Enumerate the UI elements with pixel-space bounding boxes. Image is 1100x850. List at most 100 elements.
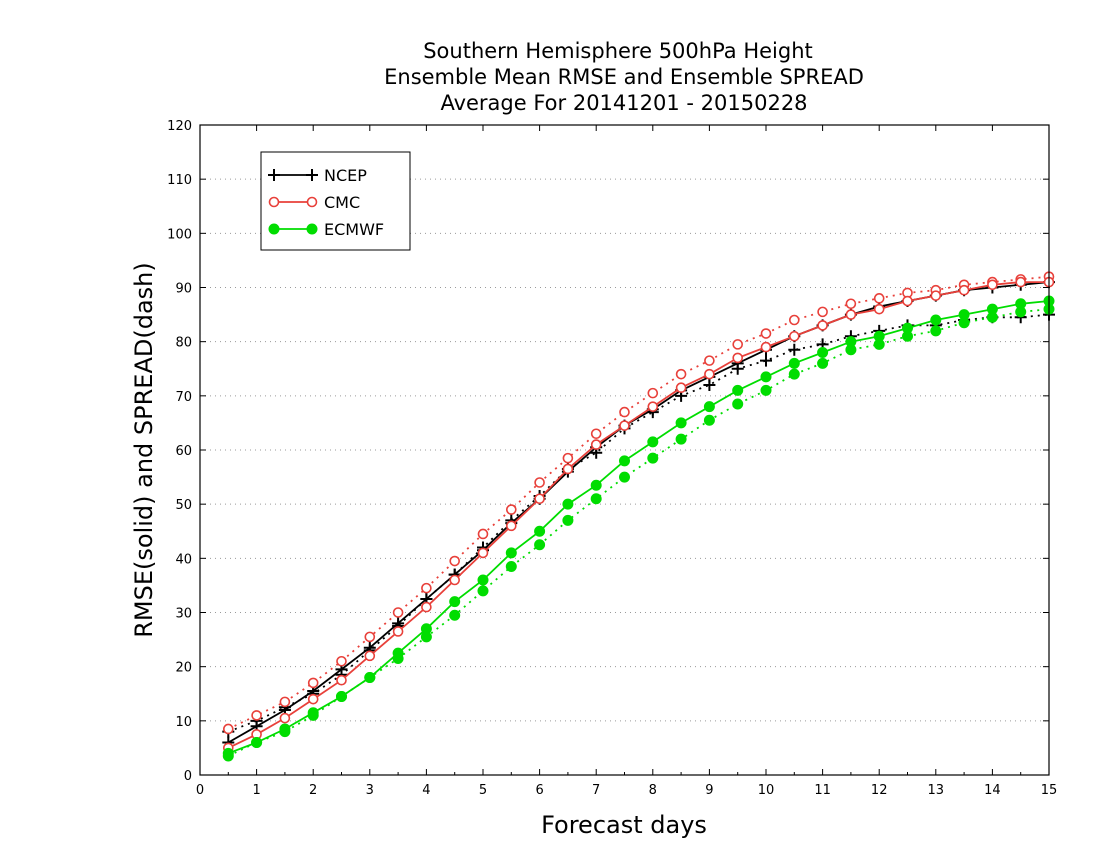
- y-tick-label: 110: [167, 173, 192, 188]
- cmc-spread-point: [336, 655, 347, 667]
- cmc-spread-point: [704, 355, 715, 366]
- cmc-spread-point: [279, 696, 291, 708]
- cmc-rmse-point: [364, 650, 376, 662]
- cmc-rmse-point: [930, 290, 942, 301]
- cmc-rmse-point: [902, 295, 913, 307]
- cmc-spread-point: [845, 298, 857, 310]
- cmc-spread-point: [307, 677, 319, 689]
- x-tick-label: 3: [366, 783, 374, 798]
- ecmwf-rmse-point: [902, 322, 913, 334]
- ecmwf-rmse-point: [420, 623, 432, 635]
- cmc-rmse-point: [279, 712, 291, 724]
- ncep-rmse-line: [227, 281, 1050, 744]
- ecmwf-rmse-point: [392, 647, 404, 659]
- ecmwf-rmse-point: [477, 574, 489, 586]
- cmc-rmse-point: [562, 463, 574, 475]
- cmc-rmse-point: [336, 674, 347, 686]
- y-tick-label: 50: [175, 498, 192, 513]
- ecmwf-rmse-point: [251, 737, 263, 748]
- cmc-spread-point: [590, 428, 602, 440]
- x-tick-label: 12: [871, 783, 888, 798]
- cmc-rmse-point: [647, 401, 659, 412]
- ecmwf-rmse-point: [788, 357, 800, 369]
- legend-cmc-label: CMC: [324, 193, 360, 212]
- cmc-spread-point: [477, 528, 489, 540]
- x-tick-label: 10: [758, 783, 775, 798]
- cmc-rmse-point: [732, 352, 744, 364]
- ecmwf-rmse-point: [590, 479, 602, 491]
- chart-title-line-2: Ensemble Mean RMSE and Ensemble SPREAD: [384, 65, 864, 89]
- gridlines: [200, 178, 1049, 722]
- ecmwf-rmse-point: [732, 384, 744, 396]
- x-tick-label: 8: [649, 783, 657, 798]
- y-tick-label: 0: [184, 769, 192, 784]
- cmc-spread-point: [760, 328, 772, 339]
- ncep-spread-line: [227, 313, 1050, 733]
- legend: NCEP CMC ECMWF: [260, 151, 411, 251]
- ecmwf-rmse-point: [619, 455, 630, 467]
- x-tick-label: 11: [814, 783, 831, 798]
- cmc-rmse-point: [845, 309, 857, 320]
- y-tick-label: 30: [175, 607, 192, 622]
- ecmwf-rmse-point: [760, 371, 772, 383]
- cmc-spread-point: [223, 723, 234, 735]
- ecmwf-rmse-point: [675, 417, 687, 429]
- cmc-spread-point: [449, 555, 461, 567]
- cmc-spread-point: [505, 504, 517, 515]
- ecmwf-rmse-point: [336, 690, 347, 702]
- ecmwf-spread-point: [703, 414, 715, 426]
- ecmwf-spread-point: [760, 384, 772, 396]
- ecmwf-rmse-point: [930, 314, 942, 326]
- cmc-rmse-point: [788, 330, 800, 342]
- ecmwf-rmse-point: [845, 336, 857, 348]
- ecmwf-rmse-point: [279, 723, 291, 735]
- cmc-rmse-point: [958, 284, 970, 296]
- legend-box: [260, 151, 411, 251]
- ecmwf-rmse-point: [222, 747, 234, 759]
- cmc-spread-point: [873, 293, 885, 304]
- x-tick-label: 2: [309, 783, 317, 798]
- x-axis-title: Forecast days: [541, 811, 707, 839]
- ecmwf-rmse-point: [986, 303, 998, 315]
- cmc-spread-point: [732, 339, 744, 350]
- ecmwf-spread-point: [788, 368, 800, 380]
- cmc-rmse-point: [760, 341, 772, 353]
- cmc-spread-point: [562, 452, 574, 464]
- chart-title-line-3: Average For 20141201 - 20150228: [440, 91, 807, 115]
- cmc-rmse-point: [1015, 276, 1027, 288]
- ecmwf-rmse-point: [307, 707, 319, 719]
- y-tick-label: 40: [175, 552, 192, 567]
- cmc-spread-point: [675, 368, 687, 380]
- cmc-spread-point: [788, 314, 800, 326]
- ncep-spread-point: [788, 343, 801, 356]
- x-tick-label: 14: [984, 783, 1001, 798]
- ecmwf-rmse-point: [647, 436, 659, 448]
- x-tick-label: 5: [479, 783, 487, 798]
- ecmwf-rmse-point: [873, 330, 885, 342]
- cmc-spread-point: [647, 387, 659, 399]
- ecmwf-spread-point: [817, 357, 829, 369]
- ecmwf-spread-point: [647, 452, 659, 464]
- x-tick-label: 6: [535, 783, 543, 798]
- cmc-spread-point: [392, 607, 404, 618]
- ecmwf-spread-point: [930, 325, 942, 337]
- legend-cmc-marker: [306, 196, 318, 208]
- cmc-spread-point: [421, 582, 432, 594]
- legend-ecmwf-label: ECMWF: [324, 220, 384, 239]
- y-tick-label: 90: [175, 282, 192, 297]
- cmc-rmse-point: [421, 601, 432, 613]
- ecmwf-rmse-point: [562, 498, 574, 510]
- legend-ncep-label: NCEP: [324, 166, 367, 185]
- ecmwf-spread-point: [534, 539, 546, 551]
- cmc-spread-point: [251, 710, 262, 721]
- legend-ncep-marker: [306, 169, 318, 181]
- cmc-spread-point: [534, 477, 545, 488]
- ecmwf-spread-point: [675, 433, 687, 445]
- ecmwf-rmse-point: [364, 672, 376, 683]
- x-tick-label: 9: [705, 783, 713, 798]
- y-tick-label: 100: [167, 227, 192, 242]
- legend-ecmwf-marker: [268, 223, 280, 235]
- ecmwf-rmse-point: [449, 596, 461, 608]
- cmc-spread-point: [817, 306, 828, 318]
- ecmwf-rmse-point: [1015, 298, 1027, 310]
